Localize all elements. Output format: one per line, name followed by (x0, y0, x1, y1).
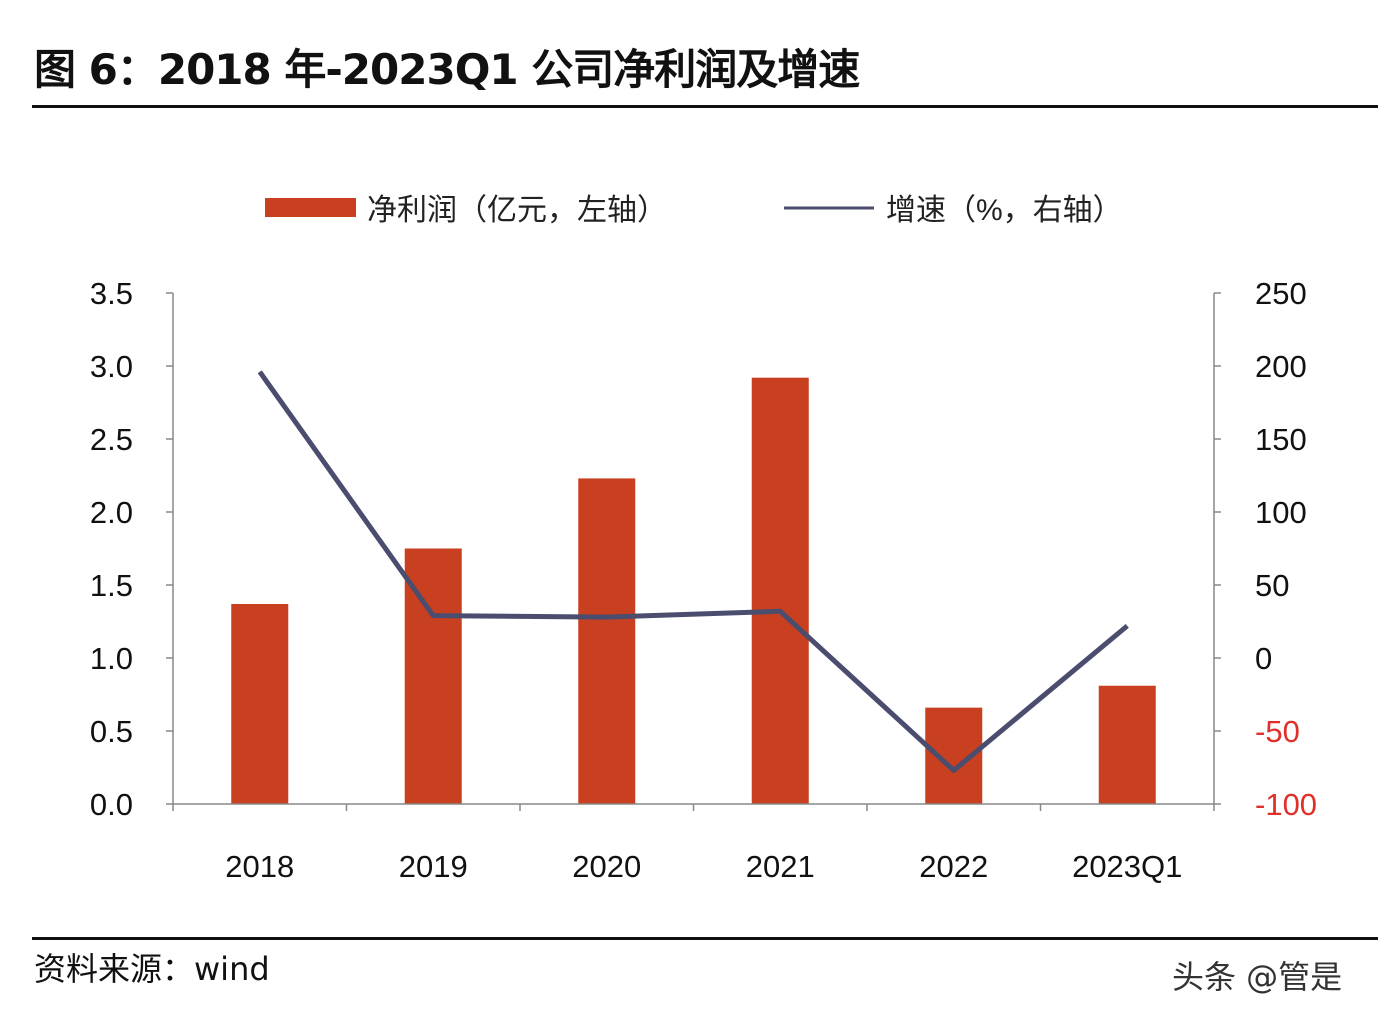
bar-2018 (231, 603, 289, 804)
left-tick-label: 0.5 (90, 714, 133, 749)
x-tick-label: 2021 (746, 849, 815, 884)
left-tick-label: 0.0 (90, 787, 133, 822)
legend-label-growth: 增速（%，右轴） (886, 194, 1123, 227)
x-tick-label: 2019 (399, 849, 468, 884)
x-tick-label: 2020 (572, 849, 641, 884)
watermark: 头条 @管是 (1172, 958, 1343, 996)
left-tick-label: 3.0 (90, 349, 133, 384)
right-tick-label: 50 (1255, 568, 1289, 603)
right-tick-label: 150 (1255, 422, 1307, 457)
right-tick-label: -50 (1255, 714, 1300, 749)
top-rule (32, 105, 1378, 108)
left-tick-label: 2.5 (90, 422, 133, 457)
right-tick-label: -100 (1255, 787, 1317, 822)
x-tick-label: 2022 (919, 849, 988, 884)
right-tick-label: 250 (1255, 276, 1307, 311)
bar-2023Q1 (1098, 685, 1156, 804)
figure-title: 图 6：2018 年-2023Q1 公司净利润及增速 (34, 45, 860, 94)
x-tick-label: 2018 (225, 849, 294, 884)
left-tick-label: 2.0 (90, 495, 133, 530)
legend-swatch-net-profit (265, 198, 356, 217)
bottom-rule (32, 937, 1378, 940)
growth-line (257, 370, 1129, 773)
source-note: 资料来源：wind (34, 950, 270, 988)
right-tick-label: 100 (1255, 495, 1307, 530)
left-tick-label: 1.0 (90, 641, 133, 676)
right-tick-label: 200 (1255, 349, 1307, 384)
right-tick-label: 0 (1255, 641, 1272, 676)
legend-label-net-profit: 净利润（亿元，左轴） (367, 194, 667, 227)
left-tick-label: 3.5 (90, 276, 133, 311)
bar-2021 (751, 377, 809, 804)
bar-2020 (578, 478, 636, 804)
x-tick-label: 2023Q1 (1072, 849, 1182, 884)
left-tick-label: 1.5 (90, 568, 133, 603)
